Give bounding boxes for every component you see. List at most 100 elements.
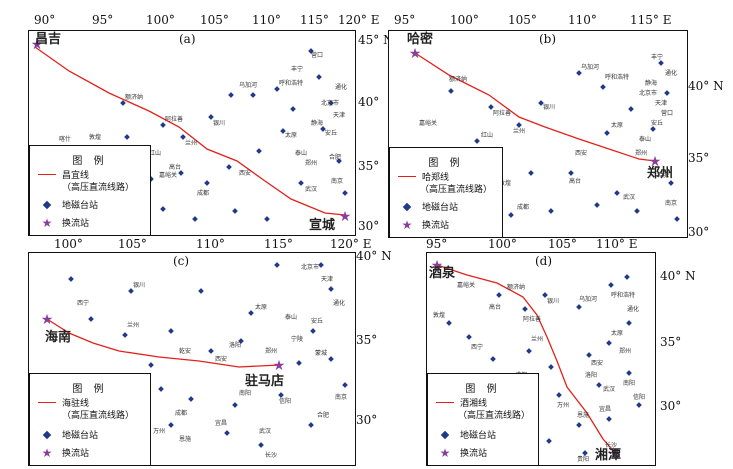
legend-line-label: 哈郑线 — [422, 173, 450, 183]
x-tick-label: 115° — [300, 13, 329, 27]
x-tick-label: 105° — [118, 237, 147, 251]
y-tick-label: 30° — [356, 413, 378, 427]
station-label: 额济纳 — [125, 94, 144, 101]
y-tick-label: 40° N — [356, 249, 392, 263]
legend-converter-item: ★ 换流站 — [36, 445, 89, 460]
station-label: 天津 — [321, 276, 334, 283]
station-label: 银川 — [543, 104, 556, 111]
legend-station-item: 地磁台站 — [36, 198, 98, 211]
legend-line-subtitle: （高压直流线路） — [62, 408, 134, 421]
station-label: 敦煌 — [499, 180, 512, 187]
diamond-icon — [440, 430, 450, 439]
station-label: 兰州 — [531, 336, 544, 343]
x-tick-label: 115° — [264, 237, 293, 251]
map-frame: ★ ★ — [28, 252, 356, 466]
station-label: 兰州 — [127, 322, 140, 329]
panel-c: 100° 105° 110° 115° 120° E 40° N 35° 30°… — [0, 236, 392, 469]
station-label: 郑州 — [619, 348, 632, 355]
station-label: 西安 — [239, 170, 252, 177]
station-label: 阿拉善 — [165, 116, 184, 123]
station-label: 郑州 — [305, 160, 318, 167]
station-label: 宁陵 — [291, 336, 304, 343]
station-label: 合肥 — [657, 172, 670, 179]
station-label: 南京 — [665, 200, 678, 207]
station-label: 乾安 — [179, 348, 192, 355]
station-label: 武汉 — [623, 194, 636, 201]
station-label: 通化 — [665, 70, 678, 77]
x-tick-label: 95° — [426, 237, 448, 251]
station-label: 恩施 — [577, 412, 590, 419]
station-label: 信阳 — [279, 398, 292, 405]
x-tick-label: 100° — [146, 13, 175, 27]
station-label: 武汉 — [259, 428, 272, 435]
legend-line-item: 昌宜线 — [36, 168, 89, 181]
star-icon: ★ — [41, 215, 53, 230]
station-label: 万州 — [557, 402, 570, 409]
station-label: 银川 — [133, 282, 146, 289]
panel-label: (b) — [539, 32, 557, 46]
station-label: 郑州 — [265, 348, 278, 355]
line-swatch-icon — [38, 401, 56, 404]
converter-star-icon: ★ — [31, 37, 44, 53]
map-canvas: ★ ★ — [431, 258, 642, 462]
station-label: 高台 — [569, 178, 582, 185]
x-tick-label: 105° — [548, 237, 577, 251]
station-label: 合肥 — [317, 412, 330, 419]
station-label: 安丘 — [651, 120, 664, 127]
station-label: 安丘 — [311, 318, 324, 325]
y-tick-label: 35° — [356, 333, 378, 347]
star-icon: ★ — [401, 217, 413, 232]
station-label: 太原 — [285, 132, 298, 139]
converter-star-icon: ★ — [431, 258, 444, 274]
station-label: 洛阳 — [585, 372, 598, 379]
station-label: 贵阳 — [577, 456, 590, 463]
station-label: 蒙城 — [315, 350, 328, 357]
station-label: 成都 — [175, 410, 188, 417]
station-label: 乌加河 — [579, 296, 598, 303]
legend-line-subtitle: （高压直流线路） — [458, 408, 530, 421]
station-label: 高台 — [169, 164, 182, 171]
y-tick-label: 35° — [358, 159, 380, 173]
station-label: 郑州 — [635, 150, 648, 157]
y-tick-label: 45° N — [358, 33, 394, 47]
star-icon: ★ — [41, 445, 53, 460]
station-label: 呼和浩特 — [279, 80, 304, 87]
legend-line-item: 海驻线 — [36, 396, 89, 409]
x-tick-label: 110° — [252, 13, 281, 27]
map-legend: 图 例 酒湘线 （高压直流线路） 地磁台站 ★ 换流站 — [427, 373, 539, 465]
x-tick-label: 120° E — [338, 13, 380, 27]
station-label: 南阳 — [623, 380, 636, 387]
station-label: 长沙 — [605, 442, 618, 449]
y-tick-label: 35° — [688, 151, 710, 165]
station-label: 太原 — [255, 304, 268, 311]
station-label: 成都 — [517, 204, 530, 211]
y-tick-label: 40° N — [660, 269, 696, 283]
station-label: 阿拉善 — [493, 110, 512, 117]
station-label: 西安 — [215, 356, 228, 363]
legend-line-item: 酒湘线 — [434, 396, 487, 409]
panel-b: 95° 100° 105° 110° 115° E 40° N 35° 30° … — [384, 0, 733, 240]
station-label: 乌加河 — [239, 82, 258, 89]
station-label: 西安 — [575, 150, 588, 157]
station-label: 营口 — [311, 52, 324, 59]
legend-title: 图 例 — [72, 156, 108, 167]
y-tick-label: 35° — [660, 335, 682, 349]
converter-star-icon: ★ — [339, 209, 352, 225]
station-label: 成都 — [197, 190, 210, 197]
map-frame: ★ ★ — [388, 30, 688, 238]
x-tick-label: 100° — [450, 13, 479, 27]
station-label: 信阳 — [633, 394, 646, 401]
map-canvas: ★ ★ — [41, 262, 348, 448]
station-label: 万州 — [153, 428, 166, 435]
station-label: 银川 — [547, 298, 560, 305]
end-station-name: 宣城 — [309, 218, 336, 233]
station-label: 武汉 — [305, 186, 318, 193]
station-label: 额济纳 — [449, 76, 468, 83]
station-label: 长沙 — [265, 452, 278, 459]
station-label: 喀什 — [59, 136, 72, 143]
station-label: 泰山 — [639, 136, 652, 143]
station-label: 兰州 — [185, 140, 198, 147]
station-label: 敦煌 — [89, 134, 102, 141]
hvdc-line — [46, 318, 280, 368]
legend-line-sub: （高压直流线路） — [458, 411, 531, 421]
